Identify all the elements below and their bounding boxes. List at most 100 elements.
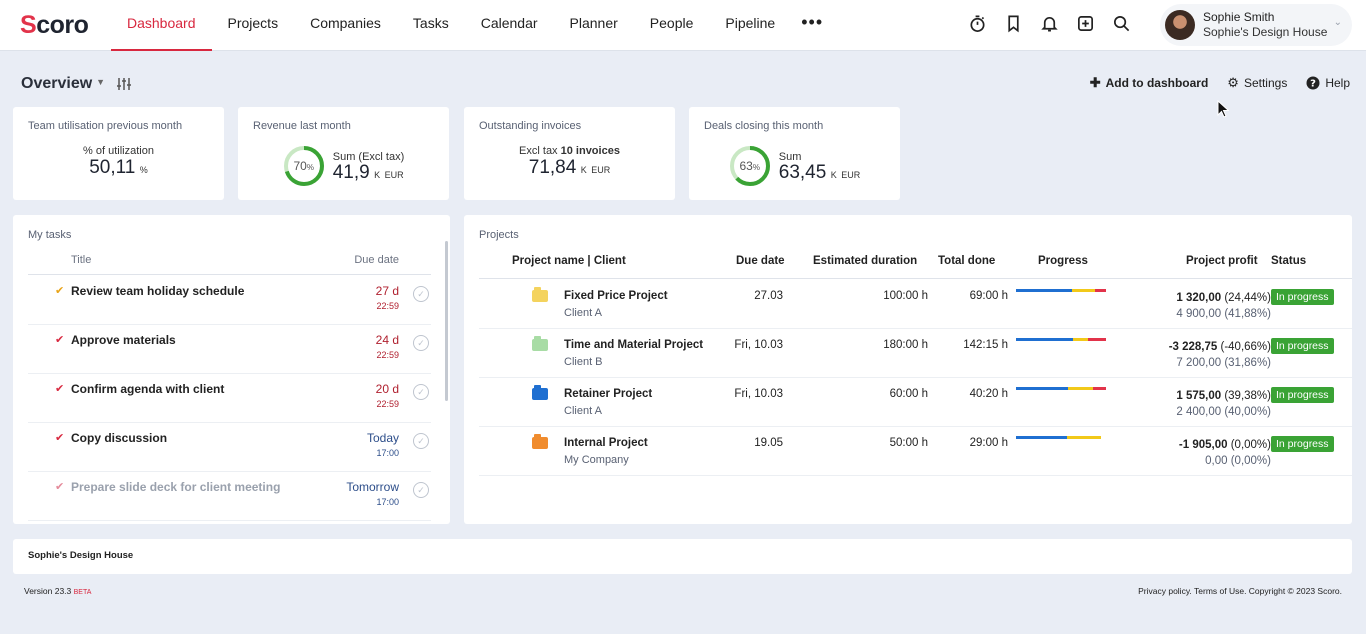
help-label: Help xyxy=(1325,76,1350,90)
task-due-date: 24 d xyxy=(375,333,399,347)
complete-task-icon[interactable]: ✓ xyxy=(413,335,429,351)
task-due-date: Tomorrow xyxy=(346,480,399,494)
project-client[interactable]: Client A xyxy=(564,405,602,417)
bell-icon[interactable] xyxy=(1038,12,1060,34)
project-client[interactable]: Client A xyxy=(564,307,602,319)
status-badge[interactable]: In progress xyxy=(1271,338,1334,354)
status-badge[interactable]: In progress xyxy=(1271,387,1334,403)
logo-text: coro xyxy=(36,11,89,39)
column-due-date[interactable]: Due date xyxy=(354,254,399,266)
footer-bar: Sophie's Design House xyxy=(13,539,1352,574)
complete-task-icon[interactable]: ✓ xyxy=(413,433,429,449)
help-icon: ? xyxy=(1306,76,1320,90)
nav-item-calendar[interactable]: Calendar xyxy=(480,15,538,31)
profit-sub: 2 400,00 (40,00%) xyxy=(1176,406,1271,418)
progress-segment xyxy=(1093,387,1106,390)
profit-value: -1 905,00 xyxy=(1178,439,1228,451)
column-due-date[interactable]: Due date xyxy=(736,255,785,267)
profit-value: 1 575,00 xyxy=(1176,390,1222,402)
task-row[interactable]: ✔ Copy discussion Today 17:00 ✓ xyxy=(28,423,431,472)
timer-icon[interactable] xyxy=(966,12,988,34)
project-row[interactable]: Time and Material Project Client B Fri, 10… xyxy=(479,329,1352,378)
task-row[interactable]: ✔ Prepare slide deck for client meeting To… xyxy=(28,472,431,521)
status-badge[interactable]: In progress xyxy=(1271,436,1334,452)
project-estimated: 100:00 h xyxy=(883,290,928,302)
nav-menu: Dashboard Projects Companies Tasks Calen… xyxy=(111,0,833,51)
task-title[interactable]: Copy discussion xyxy=(71,431,168,445)
column-progress[interactable]: Progress xyxy=(1038,255,1088,267)
settings-button[interactable]: ⚙ Settings xyxy=(1227,75,1287,91)
kpi-value: 63,45 xyxy=(778,161,827,183)
bookmark-icon[interactable] xyxy=(1002,12,1024,34)
add-to-dashboard-button[interactable]: ✚ Add to dashboard xyxy=(1090,75,1209,91)
scoro-logo[interactable]: Scoro xyxy=(20,11,89,39)
search-icon[interactable] xyxy=(1110,12,1132,34)
more-menu-icon[interactable]: ••• xyxy=(801,12,824,32)
progress-bar xyxy=(1016,387,1106,390)
kpi-subtitle: Sum (Excl tax) xyxy=(332,150,405,163)
nav-item-pipeline[interactable]: Pipeline xyxy=(725,15,776,31)
nav-item-projects[interactable]: Projects xyxy=(227,15,279,31)
project-profit: 1 320,00 (24,44%) 4 900,00 (41,88%) xyxy=(1176,290,1271,322)
project-name[interactable]: Time and Material Project xyxy=(564,339,704,351)
project-row[interactable]: Internal Project My Company 19.05 50:00 h 29… xyxy=(479,427,1352,476)
kpi-subtitle: Sum xyxy=(778,150,802,163)
task-title[interactable]: Review team holiday schedule xyxy=(71,284,245,298)
project-client[interactable]: Client B xyxy=(564,356,603,368)
filter-sliders-icon[interactable] xyxy=(116,76,132,92)
task-row[interactable]: ✔ Approve materials 24 d 22:59 ✓ xyxy=(28,325,431,374)
project-name[interactable]: Fixed Price Project xyxy=(564,290,668,302)
overview-dropdown[interactable]: Overview ▼ xyxy=(21,75,105,93)
task-row[interactable]: ✔ Confirm agenda with client 20 d 22:59 ✓ xyxy=(28,374,431,423)
legal-links[interactable]: Privacy policy. Terms of Use. Copyright … xyxy=(1138,586,1342,596)
nav-item-planner[interactable]: Planner xyxy=(569,15,618,31)
task-title[interactable]: Approve materials xyxy=(71,333,176,347)
progress-segment xyxy=(1016,338,1073,341)
column-estimated-duration[interactable]: Estimated duration xyxy=(813,255,918,267)
chevron-down-icon: ⌄ xyxy=(1333,17,1342,28)
task-due: 24 d 22:59 xyxy=(376,333,399,363)
nav-item-people[interactable]: People xyxy=(649,15,694,31)
complete-task-icon[interactable]: ✓ xyxy=(413,482,429,498)
progress-segment xyxy=(1072,338,1088,341)
project-folder-icon xyxy=(532,385,548,400)
donut-percent: 63 xyxy=(739,159,753,173)
top-navigation: Scoro Dashboard Projects Companies Tasks… xyxy=(0,0,1366,51)
progress-segment xyxy=(1087,338,1106,341)
column-project-profit[interactable]: Project profit xyxy=(1186,255,1258,267)
complete-task-icon[interactable]: ✓ xyxy=(413,286,429,302)
complete-task-icon[interactable]: ✓ xyxy=(413,384,429,400)
kpi-title: Outstanding invoices xyxy=(479,120,582,132)
project-total-done: 40:20 h xyxy=(969,388,1008,400)
status-badge[interactable]: In progress xyxy=(1271,289,1334,305)
scrollbar[interactable] xyxy=(445,241,448,401)
task-due: Tomorrow 17:00 xyxy=(346,480,399,510)
column-total-done[interactable]: Total done xyxy=(938,255,996,267)
profit-value: -3 228,75 xyxy=(1168,341,1218,353)
nav-item-dashboard[interactable]: Dashboard xyxy=(111,0,212,51)
help-button[interactable]: ? Help xyxy=(1306,75,1350,91)
column-status[interactable]: Status xyxy=(1271,255,1307,267)
project-due-date: 19.05 xyxy=(754,437,783,449)
user-name: Sophie Smith xyxy=(1203,10,1275,24)
invoice-count: 10 invoices xyxy=(560,145,620,157)
task-title[interactable]: Confirm agenda with client xyxy=(71,382,225,396)
project-row[interactable]: Fixed Price Project Client A 27.03 100:00 h… xyxy=(479,280,1352,329)
project-name[interactable]: Retainer Project xyxy=(564,388,653,400)
user-menu[interactable]: Sophie Smith Sophie's Design House ⌄ xyxy=(1160,4,1352,46)
nav-item-tasks[interactable]: Tasks xyxy=(412,15,449,31)
column-title[interactable]: Title xyxy=(71,254,92,266)
project-row[interactable]: Retainer Project Client A Fri, 10.03 60:00 … xyxy=(479,378,1352,427)
project-total-done: 69:00 h xyxy=(969,290,1008,302)
add-square-icon[interactable] xyxy=(1074,12,1096,34)
progress-bar xyxy=(1016,436,1106,439)
task-title[interactable]: Prepare slide deck for client meeting xyxy=(71,480,281,494)
column-project-name[interactable]: Project name | Client xyxy=(512,255,626,267)
project-name[interactable]: Internal Project xyxy=(564,437,648,449)
progress-segment xyxy=(1016,289,1072,292)
project-client[interactable]: My Company xyxy=(564,454,629,466)
kpi-currency: EUR xyxy=(591,165,611,175)
nav-item-companies[interactable]: Companies xyxy=(310,15,381,31)
kpi-title: Team utilisation previous month xyxy=(28,120,183,132)
task-row[interactable]: ✔ Review team holiday schedule 27 d 22:59 ✓ xyxy=(28,276,431,325)
